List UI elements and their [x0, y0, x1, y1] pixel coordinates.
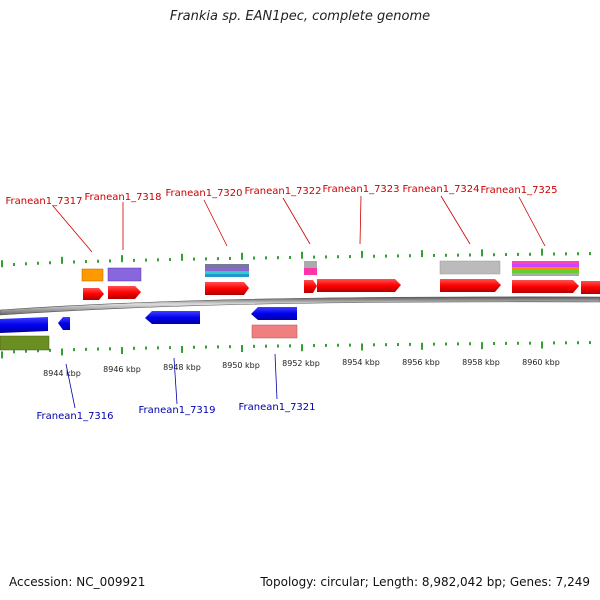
feature-box[interactable]	[205, 271, 249, 274]
gene-arrow-forward[interactable]	[205, 282, 249, 295]
gene-label-bottom[interactable]: Franean1_7321	[238, 402, 315, 413]
gene-label-top[interactable]: Franean1_7320	[165, 188, 242, 199]
gene-arrow-reverse[interactable]	[145, 311, 200, 324]
feature-box[interactable]	[304, 268, 317, 275]
gene-label-top[interactable]: Franean1_7324	[402, 184, 479, 195]
feature-box[interactable]	[205, 274, 249, 277]
label-leader-line	[203, 199, 228, 247]
feature-box[interactable]	[205, 268, 249, 271]
feature-tracks-reverse	[0, 324, 298, 351]
gene-label-top[interactable]: Franean1_7318	[84, 192, 161, 203]
scale-label: 8952 kbp	[282, 359, 320, 368]
label-leader-line	[518, 196, 546, 247]
gene-label-top[interactable]: Franean1_7323	[322, 184, 399, 195]
scale-labels: 8944 kbp 8946 kbp 8948 kbp 8950 kbp 8952…	[43, 358, 560, 378]
gene-arrow-forward[interactable]	[317, 279, 401, 292]
scale-label: 8954 kbp	[342, 358, 380, 367]
scale-label: 8946 kbp	[103, 365, 141, 374]
label-leader-line	[52, 205, 93, 253]
accession-text: Accession: NC_009921	[9, 575, 146, 589]
label-leader-line	[440, 195, 471, 245]
genome-summary-text: Topology: circular; Length: 8,982,042 bp…	[260, 575, 590, 589]
inner-tick-row	[1, 341, 591, 359]
gene-arrow-forward[interactable]	[304, 280, 317, 293]
label-leader-line	[282, 197, 311, 245]
scale-label: 8960 kbp	[522, 358, 560, 367]
feature-box[interactable]	[304, 261, 317, 268]
gene-arrow-forward[interactable]	[512, 280, 579, 293]
scale-label: 8948 kbp	[163, 363, 201, 372]
top-gene-labels: Franean1_7317 Franean1_7318 Franean1_732…	[5, 184, 558, 253]
feature-box[interactable]	[205, 264, 249, 268]
feature-box[interactable]	[439, 260, 501, 275]
feature-box[interactable]	[512, 267, 579, 270]
scale-label: 8950 kbp	[222, 361, 260, 370]
gene-arrow-forward[interactable]	[440, 279, 501, 292]
gene-arrow-forward[interactable]	[108, 286, 141, 299]
feature-tracks-forward	[81, 260, 579, 282]
feature-box[interactable]	[107, 267, 142, 282]
gene-arrow-forward[interactable]	[83, 288, 104, 300]
bottom-gene-labels: Franean1_7316 Franean1_7319 Franean1_732…	[36, 353, 316, 422]
gene-label-top[interactable]: Franean1_7317	[5, 196, 82, 207]
genome-title: Frankia sp. EAN1pec, complete genome	[169, 9, 431, 24]
feature-box[interactable]	[512, 264, 579, 267]
forward-strand-genes	[83, 279, 600, 300]
gene-arrow-reverse[interactable]	[0, 317, 48, 333]
gene-label-bottom[interactable]: Franean1_7316	[36, 411, 113, 422]
feature-box[interactable]	[512, 261, 579, 264]
feature-box[interactable]	[512, 273, 579, 276]
outer-tick-row	[1, 248, 591, 268]
label-leader-line	[65, 363, 76, 409]
label-leader-line	[173, 357, 178, 405]
scale-label: 8944 kbp	[43, 369, 81, 378]
label-leader-line	[274, 353, 278, 400]
label-leader-line	[359, 195, 362, 245]
feature-box[interactable]	[0, 335, 50, 351]
feature-box[interactable]	[251, 324, 298, 339]
gene-arrow-forward[interactable]	[581, 281, 600, 294]
scale-label: 8956 kbp	[402, 358, 440, 367]
reverse-strand-genes	[0, 307, 297, 333]
gene-arrow-reverse[interactable]	[251, 307, 297, 320]
scale-label: 8958 kbp	[462, 358, 500, 367]
gene-label-bottom[interactable]: Franean1_7319	[138, 405, 215, 416]
gene-arrow-reverse[interactable]	[58, 317, 70, 330]
gene-label-top[interactable]: Franean1_7325	[480, 185, 557, 196]
feature-box[interactable]	[512, 270, 579, 273]
feature-box[interactable]	[81, 268, 104, 282]
genome-backbone	[0, 296, 600, 316]
gene-label-top[interactable]: Franean1_7322	[244, 186, 321, 197]
